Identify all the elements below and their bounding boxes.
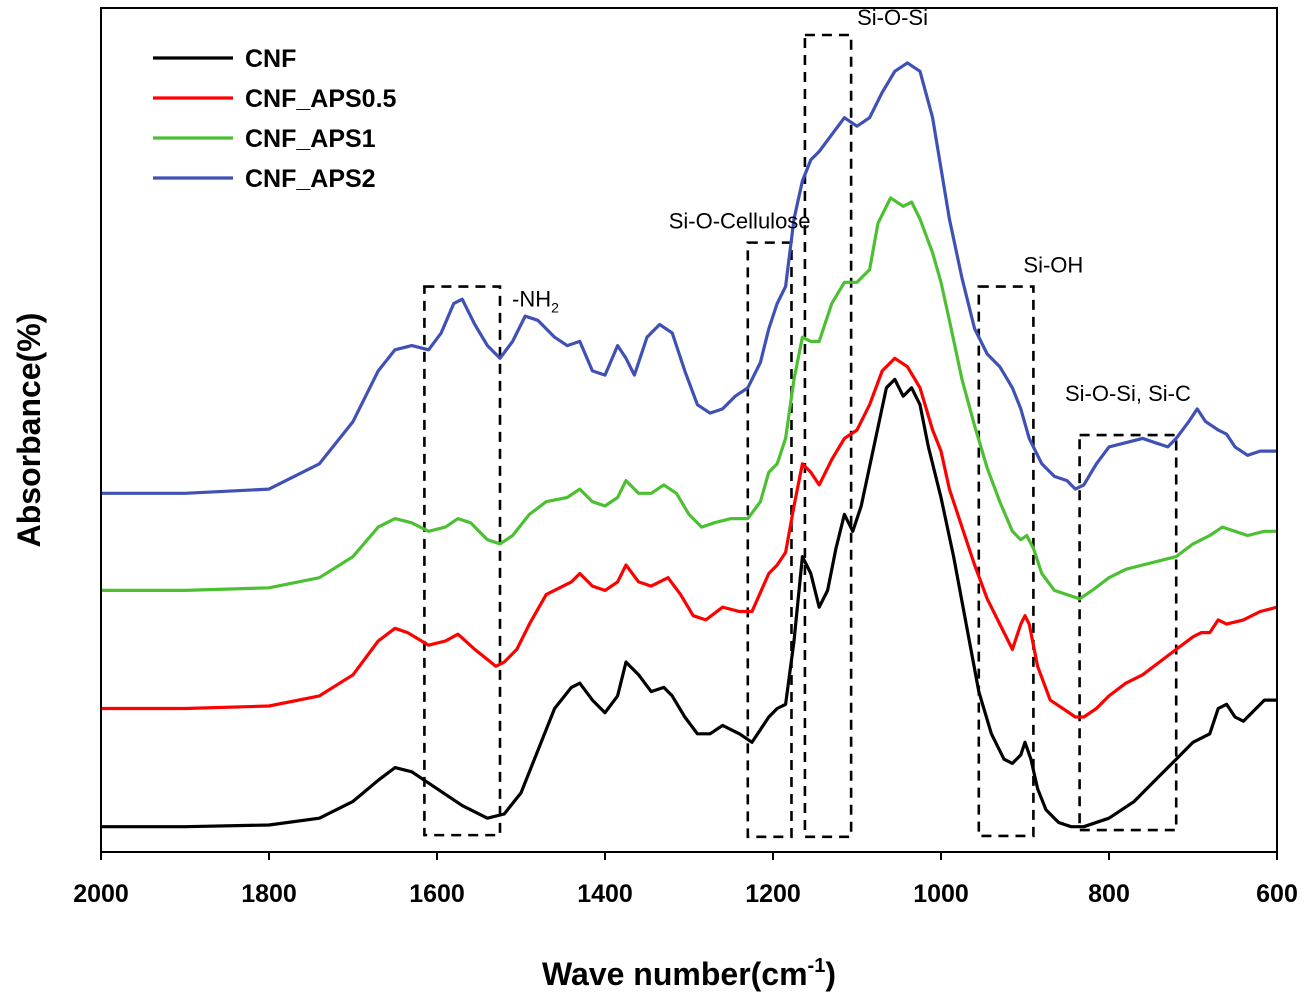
si-o-si-box [803,33,853,839]
x-tick-label-1600: 1600 [409,880,465,908]
series-line-cnf-aps0-5 [101,356,1278,719]
x-axis-ticks: 2000 1800 1600 1400 1200 1000 800 600 [73,852,1298,908]
si-o-si-si-c-label: Si-O-Si, Si-C [1065,381,1191,406]
plot-frame [100,7,1278,853]
annotation-boxes [423,33,1178,839]
x-tick-label-600: 600 [1256,880,1298,908]
nh2-box [423,285,502,837]
x-tick-label-1400: 1400 [577,880,633,908]
si-o-si-label: Si-O-Si [857,5,928,30]
x-tick-label-2000: 2000 [73,880,129,908]
series-line-cnf [101,377,1277,829]
series-line-cnf-aps2 [101,61,1277,495]
legend: CNF CNF_APS0.5 CNF_APS1 CNF_APS2 [153,45,397,193]
si-oh-box [977,285,1035,838]
si-o-cellulose-box [746,241,793,839]
legend-label-cnf-aps0-5: CNF_APS0.5 [245,85,397,113]
x-axis-title: Wave number(cm-1) [542,955,836,992]
nh2-label: -NH2 [512,287,559,316]
annotation-labels: -NH2 Si-O-Cellulose Si-O-Si Si-OH Si-O-Si, S… [512,5,1191,406]
x-tick-label-1200: 1200 [745,880,801,908]
series-line-cnf-aps1 [101,196,1277,601]
x-tick-label-800: 800 [1088,880,1130,908]
si-oh-label: Si-OH [1023,253,1083,278]
y-axis-title: Absorbance(%) [11,313,47,548]
x-tick-label-1000: 1000 [913,880,969,908]
series-lines [101,61,1278,829]
legend-label-cnf: CNF [245,45,296,73]
si-o-si-si-c-box [1078,433,1178,832]
legend-label-cnf-aps1: CNF_APS1 [245,125,376,153]
x-tick-label-1800: 1800 [241,880,297,908]
si-o-cellulose-label: Si-O-Cellulose [669,209,811,234]
legend-label-cnf-aps2: CNF_APS2 [245,165,376,193]
